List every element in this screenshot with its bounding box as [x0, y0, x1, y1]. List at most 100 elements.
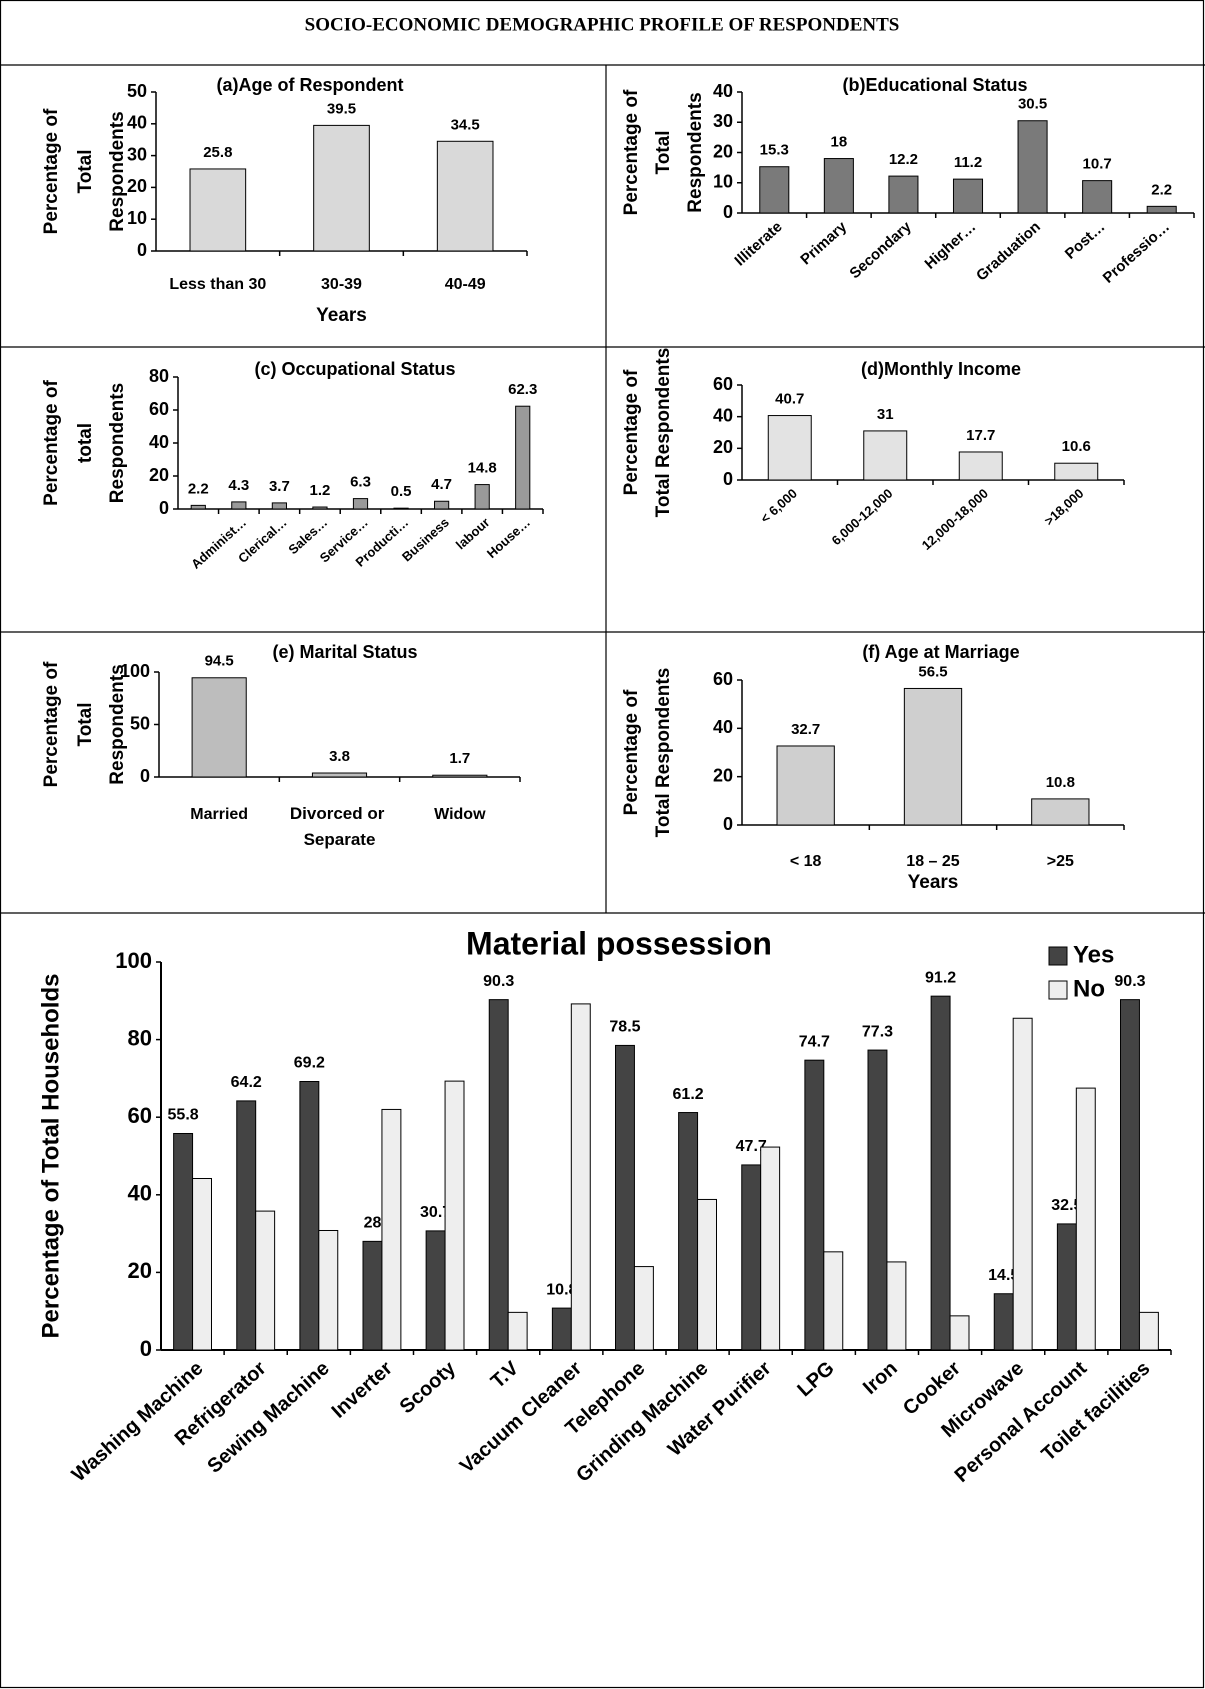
bar	[189, 168, 247, 252]
y-tick-label: 100	[120, 661, 150, 681]
data-label: 4.7	[431, 476, 452, 493]
y-axis-label: Percentage of	[41, 661, 62, 787]
y-tick-label: 40	[713, 717, 733, 737]
bar	[1031, 798, 1090, 826]
chart-title: (b)Educational Status	[842, 75, 1027, 95]
data-label: 47.7	[736, 1138, 767, 1155]
y-axis-label: Percentage of	[41, 108, 62, 234]
data-label: 28	[364, 1215, 382, 1232]
y-axis-label: Total	[653, 131, 674, 175]
x-tick-label: Secondary	[846, 218, 915, 282]
y-axis-label: Total Respondents	[653, 668, 674, 838]
bar	[949, 1315, 970, 1351]
y-tick-label: 0	[159, 498, 169, 518]
data-label: 69.2	[294, 1055, 325, 1072]
data-label: 77.3	[862, 1023, 893, 1040]
y-tick-label: 0	[140, 766, 150, 786]
y-tick-label: 40	[127, 113, 147, 133]
x-tick-label: Illiterate	[731, 218, 785, 269]
y-tick-label: 40	[149, 432, 169, 452]
x-tick-label: 12,000-18,000	[919, 486, 991, 553]
y-tick-label: 60	[713, 669, 733, 689]
y-tick-label: 60	[128, 1103, 152, 1128]
bar	[271, 502, 287, 510]
y-tick-label: 20	[713, 437, 733, 457]
bar	[697, 1198, 717, 1351]
chart-title: (d)Monthly Income	[861, 359, 1021, 379]
bar	[1120, 999, 1140, 1351]
x-tick-label: Iron	[859, 1357, 902, 1399]
y-tick-label: 0	[137, 240, 147, 260]
bar	[958, 451, 1003, 481]
y-tick-label: 40	[128, 1181, 152, 1206]
bar	[903, 687, 963, 826]
data-label: 1.2	[310, 482, 331, 499]
bar	[776, 745, 835, 826]
y-tick-label: 20	[149, 465, 169, 485]
bar	[1075, 1087, 1096, 1351]
data-label: 32.7	[791, 721, 820, 738]
data-label: 14.8	[468, 460, 497, 477]
bar	[190, 504, 206, 510]
bar	[474, 484, 490, 510]
bar	[436, 140, 494, 252]
bar	[311, 772, 368, 778]
data-label: 34.5	[451, 116, 480, 133]
x-tick-label: 6,000-12,000	[829, 486, 896, 548]
bar	[255, 1210, 276, 1351]
data-label: 2.2	[188, 480, 209, 497]
y-tick-label: 40	[713, 405, 733, 425]
data-label: 39.5	[327, 100, 356, 117]
bar	[993, 1293, 1014, 1351]
x-tick-label: Primary	[797, 218, 850, 268]
data-label: 3.8	[329, 748, 350, 765]
x-tick-label: < 18	[790, 853, 822, 870]
bar	[886, 1261, 907, 1351]
data-label: 78.5	[609, 1019, 640, 1036]
y-axis-label: Percentage of	[41, 380, 62, 506]
bar	[393, 507, 409, 510]
data-label: 10.8	[1046, 774, 1075, 791]
y-axis-label: Total Respondents	[653, 348, 674, 518]
data-label: 30.5	[1018, 96, 1047, 113]
y-tick-label: 60	[149, 399, 169, 419]
x-tick-label: LPG	[793, 1357, 838, 1401]
bar	[434, 500, 450, 510]
data-label: 32.5	[1051, 1197, 1082, 1214]
bar	[867, 1049, 888, 1351]
data-label: 17.7	[966, 427, 995, 444]
data-label: 90.3	[483, 973, 514, 990]
y-axis-label: Respondents	[107, 383, 128, 503]
x-axis-label: Years	[908, 872, 959, 893]
data-label: 18	[831, 134, 848, 151]
y-tick-label: 20	[127, 176, 147, 196]
bar	[863, 430, 908, 481]
x-tick-label: T.V	[487, 1357, 524, 1393]
data-label: 10.6	[1062, 438, 1091, 455]
data-label: 25.8	[203, 144, 232, 161]
x-tick-label: Higher…	[921, 218, 979, 272]
bar	[352, 498, 369, 510]
bar	[1082, 180, 1113, 214]
bar	[432, 774, 488, 778]
x-tick-label: Less than 30	[169, 276, 266, 293]
data-label: 4.3	[228, 477, 249, 494]
x-tick-label: 30-39	[321, 276, 362, 293]
bar	[1138, 1311, 1159, 1351]
data-label: 6.3	[350, 474, 371, 491]
x-tick-label: Toilet facilities	[1037, 1357, 1154, 1465]
data-label: 15.3	[760, 142, 789, 159]
x-tick-label: Post…	[1062, 218, 1109, 262]
y-tick-label: 0	[140, 1336, 152, 1361]
bar	[236, 1100, 257, 1351]
data-label: 0.5	[391, 483, 412, 500]
x-tick-label: Scooty	[396, 1357, 461, 1419]
bar	[173, 1132, 194, 1351]
data-label: 94.5	[205, 653, 234, 670]
y-axis-label: total	[75, 423, 96, 463]
bar	[633, 1266, 654, 1351]
bar	[615, 1044, 635, 1351]
bar	[760, 1146, 781, 1351]
